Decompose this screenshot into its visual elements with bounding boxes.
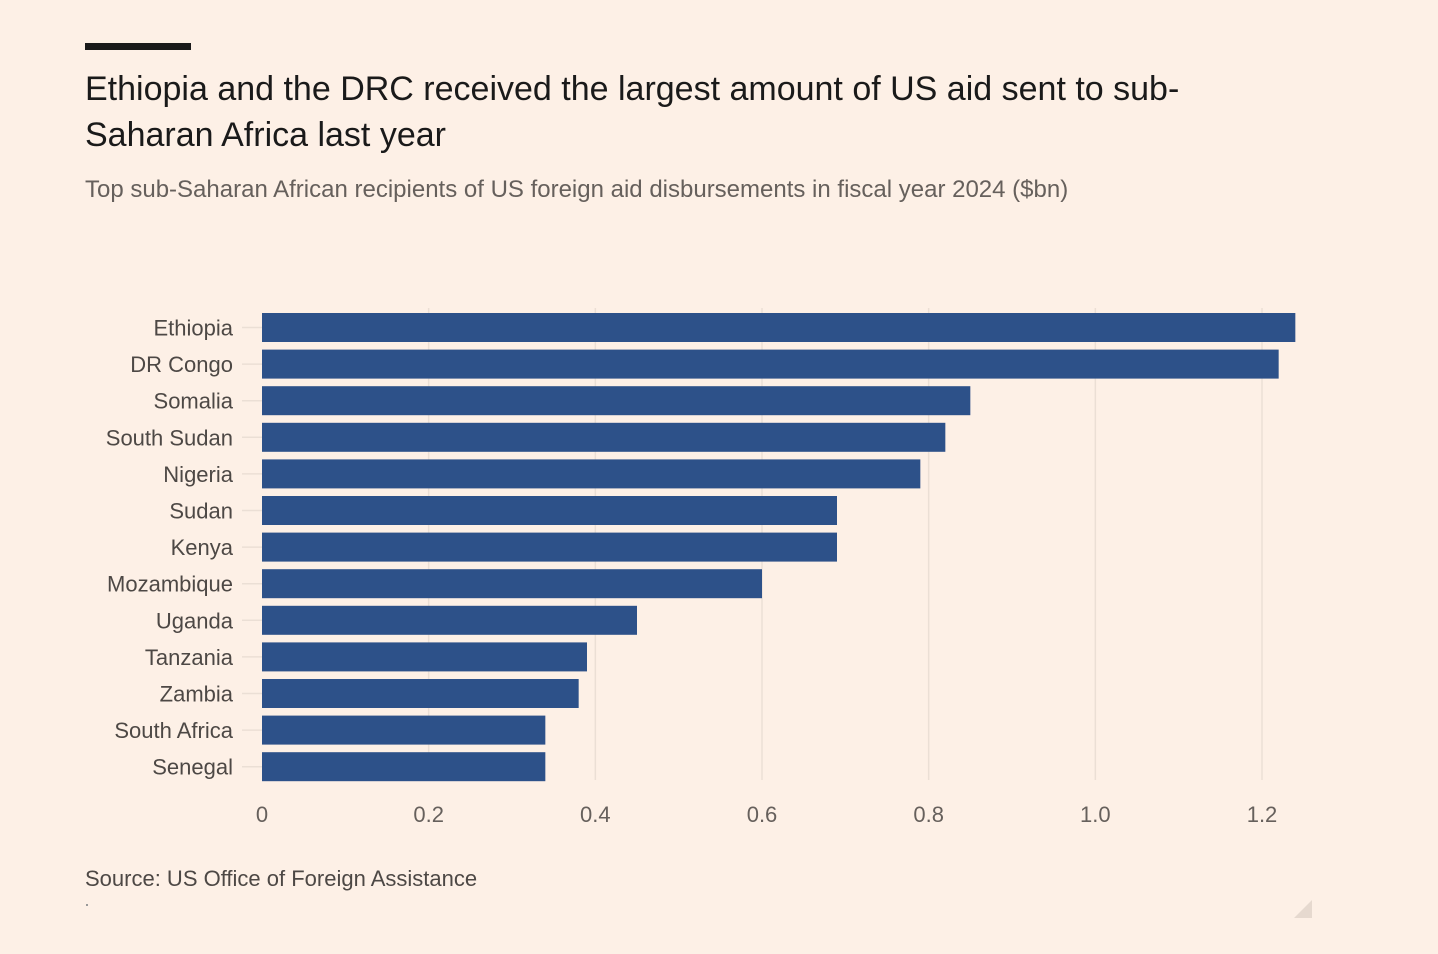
bar (262, 679, 579, 708)
x-tick-labels: 0 0.2 0.4 0.6 0.8 1.0 1.2 (256, 802, 1277, 827)
bar (262, 313, 1296, 342)
x-tick-label: 0.6 (747, 802, 778, 827)
bar (262, 569, 762, 599)
bar (262, 752, 546, 782)
category-label: Ethiopia (153, 316, 233, 341)
bars (262, 313, 1296, 782)
x-tick-label: 0.4 (580, 802, 611, 827)
category-label: Mozambique (107, 572, 233, 597)
bar (262, 532, 837, 562)
bar (262, 642, 587, 672)
x-tick-label: 0.8 (913, 802, 944, 827)
source-note: Source: US Office of Foreign Assistance (85, 866, 478, 891)
category-label: Nigeria (163, 462, 233, 487)
bar (262, 422, 946, 452)
category-label: Zambia (160, 682, 234, 707)
chart-title: Ethiopia and the DRC received the larges… (85, 70, 1180, 154)
x-tick-label: 1.2 (1247, 802, 1278, 827)
corner-resize-mark (1294, 900, 1312, 918)
bar (262, 605, 637, 635)
x-tick-label: 1.0 (1080, 802, 1111, 827)
footer-dot (86, 904, 88, 906)
bar (262, 715, 546, 745)
category-label: South Africa (114, 718, 233, 743)
x-tick-label: 0 (256, 802, 268, 827)
bar (262, 496, 837, 525)
category-label: DR Congo (130, 352, 233, 377)
x-tick-label: 0.2 (413, 802, 444, 827)
category-label: Tanzania (145, 645, 234, 670)
top-accent-bar (85, 43, 191, 50)
category-label: Uganda (156, 608, 234, 633)
category-labels: Ethiopia DR Congo Somalia South Sudan Nigeri… (106, 316, 234, 780)
category-label: South Sudan (106, 425, 233, 450)
category-label: Somalia (154, 389, 234, 414)
chart-subtitle: Top sub-Saharan African recipients of US… (85, 176, 1069, 203)
bar (262, 459, 921, 489)
category-label: Kenya (171, 535, 234, 560)
bar (262, 386, 971, 416)
bar-chart: Ethiopia DR Congo Somalia South Sudan Nigeri… (106, 308, 1296, 827)
bar (262, 349, 1279, 379)
category-label: Senegal (152, 755, 233, 780)
category-label: Sudan (169, 499, 233, 524)
